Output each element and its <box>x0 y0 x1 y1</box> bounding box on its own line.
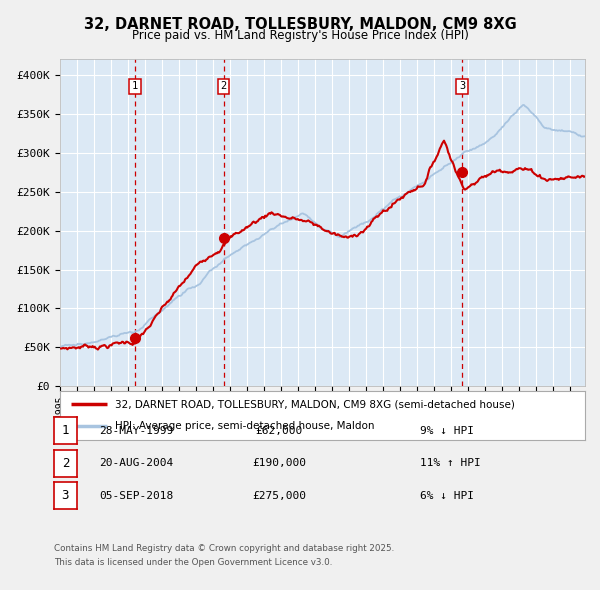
Text: 1: 1 <box>62 424 69 437</box>
Text: This data is licensed under the Open Government Licence v3.0.: This data is licensed under the Open Gov… <box>54 558 332 566</box>
Text: 1: 1 <box>132 81 138 91</box>
Text: 32, DARNET ROAD, TOLLESBURY, MALDON, CM9 8XG: 32, DARNET ROAD, TOLLESBURY, MALDON, CM9… <box>83 17 517 31</box>
Text: £275,000: £275,000 <box>252 491 306 500</box>
Text: Contains HM Land Registry data © Crown copyright and database right 2025.: Contains HM Land Registry data © Crown c… <box>54 544 394 553</box>
Text: 20-AUG-2004: 20-AUG-2004 <box>99 458 173 468</box>
Text: HPI: Average price, semi-detached house, Maldon: HPI: Average price, semi-detached house,… <box>115 421 374 431</box>
Text: Price paid vs. HM Land Registry's House Price Index (HPI): Price paid vs. HM Land Registry's House … <box>131 30 469 42</box>
Text: 32, DARNET ROAD, TOLLESBURY, MALDON, CM9 8XG (semi-detached house): 32, DARNET ROAD, TOLLESBURY, MALDON, CM9… <box>115 399 515 409</box>
Text: 6% ↓ HPI: 6% ↓ HPI <box>420 491 474 500</box>
Text: £62,000: £62,000 <box>256 426 302 435</box>
Text: 2: 2 <box>62 457 69 470</box>
Text: £190,000: £190,000 <box>252 458 306 468</box>
Text: 9% ↓ HPI: 9% ↓ HPI <box>420 426 474 435</box>
Text: 28-MAY-1999: 28-MAY-1999 <box>99 426 173 435</box>
Text: 05-SEP-2018: 05-SEP-2018 <box>99 491 173 500</box>
Text: 3: 3 <box>62 489 69 502</box>
Text: 2: 2 <box>220 81 227 91</box>
Text: 11% ↑ HPI: 11% ↑ HPI <box>420 458 481 468</box>
Text: 3: 3 <box>459 81 465 91</box>
